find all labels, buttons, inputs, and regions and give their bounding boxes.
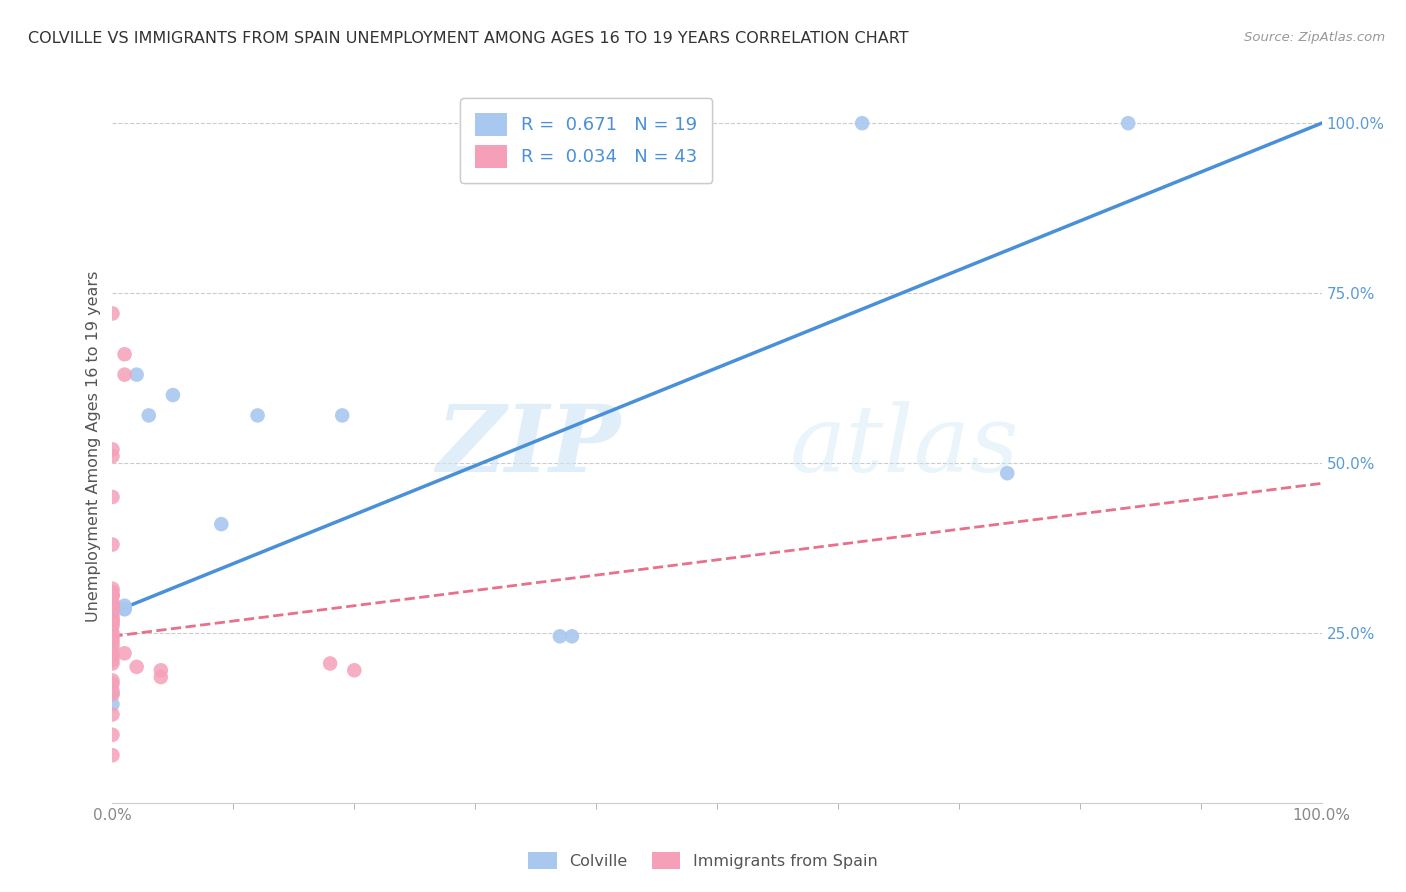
Point xyxy=(114,646,136,660)
Point xyxy=(101,585,124,599)
Point xyxy=(101,608,124,623)
Point xyxy=(548,629,571,643)
Point xyxy=(101,707,124,722)
Point xyxy=(114,368,136,382)
Point xyxy=(101,698,124,712)
Point xyxy=(101,537,124,551)
Point xyxy=(149,670,172,684)
Text: Source: ZipAtlas.com: Source: ZipAtlas.com xyxy=(1244,31,1385,45)
Text: ZIP: ZIP xyxy=(436,401,620,491)
Point xyxy=(101,602,124,616)
Point xyxy=(101,599,124,613)
Point xyxy=(209,517,232,532)
Point xyxy=(162,388,184,402)
Point xyxy=(101,673,124,688)
Point xyxy=(125,368,148,382)
Point xyxy=(114,602,136,616)
Point xyxy=(101,490,124,504)
Point xyxy=(101,636,124,650)
Point xyxy=(101,589,124,603)
Point xyxy=(101,687,124,701)
Y-axis label: Unemployment Among Ages 16 to 19 years: Unemployment Among Ages 16 to 19 years xyxy=(86,270,101,622)
Legend: Colville, Immigrants from Spain: Colville, Immigrants from Spain xyxy=(522,846,884,875)
Point xyxy=(125,660,148,674)
Point xyxy=(246,409,269,423)
Point xyxy=(101,612,124,626)
Point xyxy=(101,677,124,691)
Point xyxy=(149,663,172,677)
Point xyxy=(101,653,124,667)
Point xyxy=(101,626,124,640)
Point xyxy=(101,646,124,660)
Point xyxy=(114,347,136,361)
Point xyxy=(343,663,366,677)
Point xyxy=(101,728,124,742)
Point xyxy=(101,602,124,616)
Point xyxy=(561,629,583,643)
Point xyxy=(995,466,1018,480)
Point xyxy=(319,657,342,671)
Point xyxy=(101,449,124,463)
Legend: R =  0.671   N = 19, R =  0.034   N = 43: R = 0.671 N = 19, R = 0.034 N = 43 xyxy=(460,98,713,183)
Point xyxy=(101,615,124,630)
Point xyxy=(101,619,124,633)
Text: atlas: atlas xyxy=(790,401,1019,491)
Point xyxy=(101,589,124,603)
Point xyxy=(101,687,124,701)
Point xyxy=(101,640,124,654)
Point xyxy=(101,657,124,671)
Point xyxy=(101,595,124,609)
Point xyxy=(330,409,353,423)
Point xyxy=(101,612,124,626)
Point xyxy=(101,629,124,643)
Point xyxy=(101,683,124,698)
Point xyxy=(101,306,124,320)
Point xyxy=(101,606,124,620)
Point xyxy=(101,582,124,596)
Point xyxy=(101,589,124,603)
Point xyxy=(101,649,124,664)
Point xyxy=(101,748,124,763)
Point xyxy=(851,116,873,130)
Point xyxy=(101,442,124,457)
Point xyxy=(138,409,160,423)
Point xyxy=(114,599,136,613)
Point xyxy=(101,599,124,613)
Text: COLVILLE VS IMMIGRANTS FROM SPAIN UNEMPLOYMENT AMONG AGES 16 TO 19 YEARS CORRELA: COLVILLE VS IMMIGRANTS FROM SPAIN UNEMPL… xyxy=(28,31,908,46)
Point xyxy=(101,632,124,647)
Point xyxy=(1116,116,1139,130)
Point xyxy=(101,615,124,630)
Point xyxy=(114,602,136,616)
